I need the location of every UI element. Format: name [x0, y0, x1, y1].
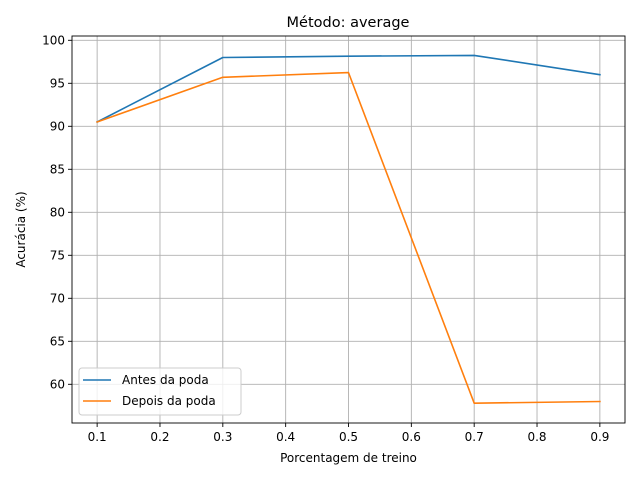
- x-tick-label: 0.1: [88, 430, 107, 444]
- y-tick-label: 95: [50, 76, 65, 90]
- legend-label: Depois da poda: [122, 394, 216, 408]
- series-layer: [96, 54, 601, 405]
- x-tick-label: 0.2: [150, 430, 169, 444]
- y-tick-label: 100: [42, 33, 65, 47]
- x-tick-label: 0.6: [402, 430, 421, 444]
- chart-title: Método: average: [287, 15, 410, 31]
- y-axis-label: Acurácia (%): [14, 191, 28, 267]
- x-tick-label: 0.5: [339, 430, 358, 444]
- x-axis-label: Porcentagem de treino: [280, 451, 417, 465]
- y-tick-label: 75: [50, 248, 65, 262]
- legend-box: [78, 367, 242, 416]
- x-axis: 0.1 0.2 0.3 0.4 0.5 0.6 0.7 0.8 0.9: [88, 423, 609, 444]
- y-axis: 60 65 70 75 80 85 90 95 100: [42, 33, 72, 391]
- legend-label: Antes da poda: [122, 373, 209, 387]
- legend: Antes da poda Depois da poda: [78, 367, 242, 416]
- y-tick-label: 60: [50, 377, 65, 391]
- y-tick-label: 85: [50, 162, 65, 176]
- x-tick-label: 0.8: [527, 430, 546, 444]
- x-tick-label: 0.7: [465, 430, 484, 444]
- series-line-2: [96, 71, 601, 405]
- grid-lines: [72, 36, 625, 423]
- x-tick-label: 0.3: [213, 430, 232, 444]
- x-tick-label: 0.9: [590, 430, 609, 444]
- y-tick-label: 65: [50, 334, 65, 348]
- series-line-1: [96, 54, 601, 124]
- y-tick-label: 80: [50, 205, 65, 219]
- y-tick-label: 90: [50, 119, 65, 133]
- y-tick-label: 70: [50, 291, 65, 305]
- x-tick-label: 0.4: [276, 430, 295, 444]
